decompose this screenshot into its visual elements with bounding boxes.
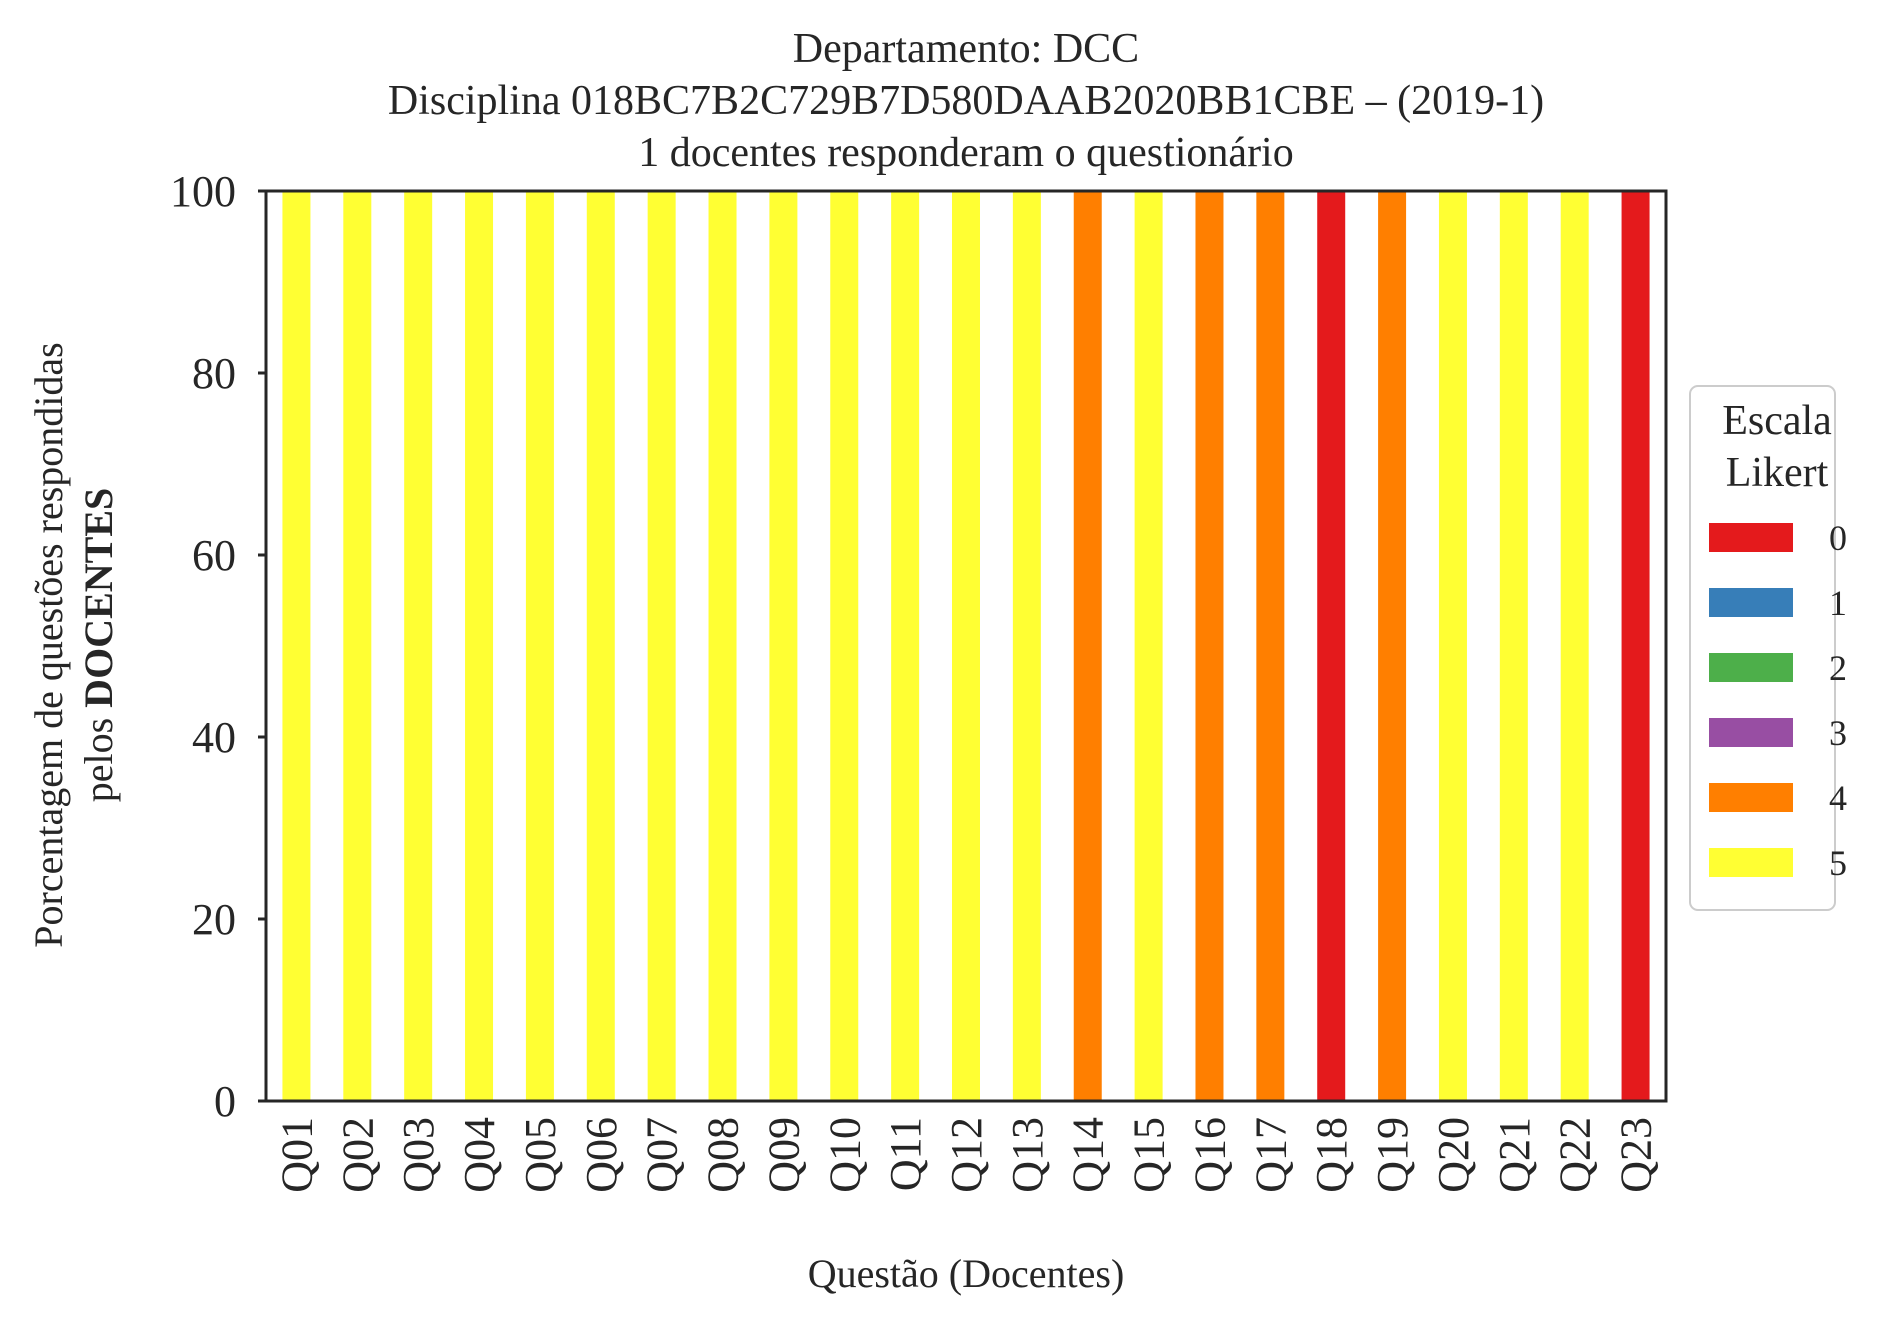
x-tick-label-Q04: Q04 — [455, 1117, 504, 1193]
bar-Q14-scale-4 — [1073, 191, 1102, 1101]
bars-layer — [282, 191, 1650, 1101]
x-tick-label-Q07: Q07 — [638, 1117, 687, 1193]
x-tick-label-Q09: Q09 — [759, 1117, 808, 1193]
x-tick-label-Q02: Q02 — [333, 1117, 382, 1193]
y-axis-label-bold: DOCENTES — [76, 488, 121, 708]
bar-Q20-scale-5 — [1438, 191, 1467, 1101]
legend-frame — [1689, 385, 1836, 911]
bar-Q02-scale-5 — [343, 191, 372, 1101]
bar-Q21-scale-5 — [1499, 191, 1528, 1101]
legend-swatch-1 — [1709, 588, 1793, 617]
bar-Q16-scale-4 — [1195, 191, 1224, 1101]
bar-Q05-scale-5 — [525, 191, 554, 1101]
x-tick-label-Q08: Q08 — [699, 1117, 748, 1193]
legend-swatch-2 — [1709, 653, 1793, 682]
bar-Q10-scale-5 — [830, 191, 859, 1101]
legend-swatch-3 — [1709, 718, 1793, 747]
y-axis-label: Porcentagem de questões respondidas pelo… — [26, 342, 121, 947]
legend-swatch-0 — [1709, 523, 1793, 552]
bar-Q12-scale-5 — [952, 191, 980, 1101]
plot-frame — [264, 189, 1668, 1103]
y-tick-label-40: 40 — [192, 713, 236, 762]
legend-label-2: 2 — [1829, 648, 1847, 688]
bar-Q15-scale-5 — [1134, 191, 1163, 1101]
x-axis-label: Questão (Docentes) — [808, 1251, 1125, 1296]
bar-Q18-scale-0 — [1317, 191, 1346, 1101]
legend-label-4: 4 — [1829, 778, 1847, 818]
y-axis-label-prefix: pelos — [76, 708, 121, 802]
y-tick-label-80: 80 — [192, 349, 236, 398]
legend-label-0: 0 — [1829, 518, 1847, 558]
y-axis-label-line-1: Porcentagem de questões respondidas — [26, 342, 71, 947]
legend-title-line-2: Likert — [1726, 450, 1829, 496]
legend-label-5: 5 — [1829, 843, 1847, 883]
x-tick-label-Q14: Q14 — [1064, 1117, 1113, 1193]
x-tick-label-Q11: Q11 — [881, 1117, 930, 1191]
chart-title: Departamento: DCC Disciplina 018BC7B2C72… — [388, 26, 1544, 176]
x-tick-label-Q19: Q19 — [1368, 1117, 1417, 1193]
bar-Q06-scale-5 — [586, 191, 615, 1101]
x-tick-label-Q22: Q22 — [1551, 1117, 1600, 1193]
title-line-2: Disciplina 018BC7B2C729B7D580DAAB2020BB1… — [388, 78, 1544, 124]
bar-Q09-scale-5 — [769, 191, 798, 1101]
x-tick-label-Q13: Q13 — [1003, 1117, 1052, 1193]
y-tick-label-60: 60 — [192, 531, 236, 580]
legend-swatch-5 — [1709, 848, 1793, 877]
x-tick-label-Q21: Q21 — [1490, 1117, 1539, 1193]
x-tick-label-Q06: Q06 — [577, 1117, 626, 1193]
x-tick-label-Q23: Q23 — [1612, 1117, 1661, 1193]
legend-label-1: 1 — [1829, 583, 1847, 623]
x-tick-label-Q03: Q03 — [394, 1117, 443, 1193]
bar-Q01-scale-5 — [282, 191, 311, 1101]
x-tick-label-Q05: Q05 — [516, 1117, 565, 1193]
bar-Q11-scale-5 — [891, 191, 920, 1101]
bar-Q07-scale-5 — [647, 191, 676, 1101]
x-tick-label-Q20: Q20 — [1429, 1117, 1478, 1193]
bar-Q19-scale-4 — [1378, 191, 1407, 1101]
x-tick-label-Q01: Q01 — [272, 1117, 321, 1193]
x-tick-label-Q15: Q15 — [1125, 1117, 1174, 1193]
legend-title-line-1: Escala — [1722, 398, 1832, 444]
bar-Q13-scale-5 — [1012, 191, 1041, 1101]
title-line-3: 1 docentes responderam o questionário — [638, 130, 1293, 176]
bar-Q08-scale-5 — [708, 191, 737, 1101]
legend-label-3: 3 — [1829, 713, 1847, 753]
legend-items: 0 1 2 3 4 5 — [1709, 518, 1847, 883]
bar-Q22-scale-5 — [1560, 191, 1589, 1101]
legend-swatch-4 — [1709, 783, 1793, 812]
title-line-1: Departamento: DCC — [793, 26, 1139, 72]
y-tick-label-20: 20 — [192, 895, 236, 944]
x-tick-label-Q10: Q10 — [820, 1117, 869, 1193]
y-axis-label-line-2: pelos DOCENTES — [76, 488, 121, 803]
x-ticks: Q01 Q02 Q03 Q04 Q05 Q06 Q07 Q08 Q09 Q10 Q11 Q12 Q13 Q… — [272, 1117, 1660, 1193]
x-tick-label-Q12: Q12 — [942, 1117, 991, 1193]
legend: Escala Likert 0 1 2 3 4 5 — [1689, 385, 1847, 911]
bar-Q04-scale-5 — [465, 191, 494, 1101]
x-tick-label-Q16: Q16 — [1185, 1117, 1234, 1193]
bar-Q17-scale-4 — [1256, 191, 1285, 1101]
bar-Q23-scale-0 — [1621, 191, 1650, 1101]
y-ticks: 0 20 40 60 80 100 — [170, 167, 266, 1126]
x-tick-label-Q17: Q17 — [1246, 1117, 1295, 1193]
x-tick-label-Q18: Q18 — [1307, 1117, 1356, 1193]
bar-Q03-scale-5 — [404, 191, 433, 1101]
y-tick-label-100: 100 — [170, 167, 236, 216]
y-tick-label-0: 0 — [214, 1077, 236, 1126]
